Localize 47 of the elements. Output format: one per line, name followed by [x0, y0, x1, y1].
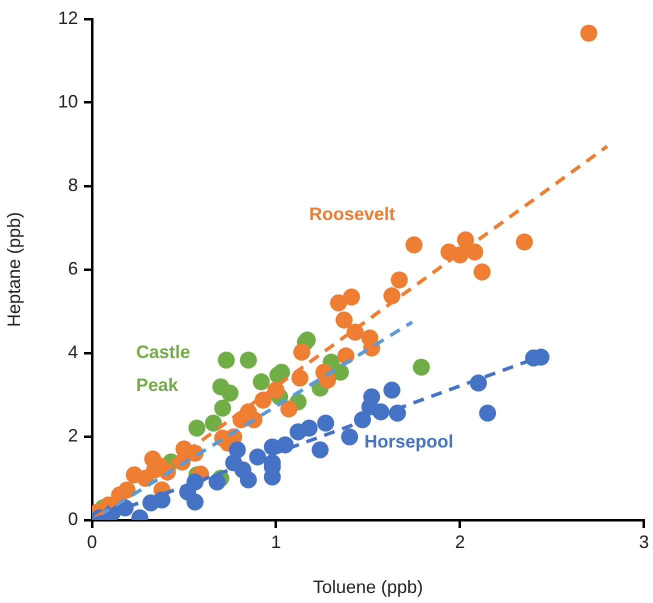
x-tick-label: 0 — [86, 532, 98, 552]
point — [240, 352, 257, 369]
x-axis-title: Toluene (ppb) — [312, 577, 424, 598]
point — [188, 420, 206, 437]
point — [580, 24, 598, 42]
point — [479, 404, 496, 422]
series-label: Roosevelt — [309, 204, 396, 224]
y-tick-label: 8 — [68, 174, 78, 195]
point — [290, 423, 307, 440]
point — [252, 373, 270, 390]
point — [341, 428, 358, 446]
y-tick-label: 6 — [68, 258, 78, 278]
point — [405, 236, 422, 254]
point — [240, 471, 257, 488]
series-label: Castle Peak — [136, 342, 190, 396]
y-tick-label: 12 — [58, 8, 78, 28]
point — [218, 352, 235, 369]
x-tick-label: 3 — [638, 532, 649, 552]
point — [208, 474, 226, 491]
x-tick-label: 2 — [454, 532, 466, 552]
point — [457, 231, 474, 248]
point — [204, 414, 222, 432]
y-tick-label: 0 — [68, 508, 78, 529]
point — [412, 358, 430, 376]
point — [293, 344, 310, 361]
point — [342, 288, 360, 306]
point — [126, 466, 143, 484]
point — [330, 294, 348, 312]
y-tick-label: 4 — [68, 342, 78, 362]
point — [336, 312, 353, 329]
y-axis-title: Heptane (ppb) — [4, 212, 24, 328]
point — [516, 233, 533, 250]
x-tick-label: 1 — [270, 532, 282, 552]
point — [312, 441, 329, 458]
point — [214, 400, 232, 417]
point — [222, 384, 238, 402]
point — [186, 494, 204, 511]
point — [474, 264, 491, 281]
point — [291, 370, 308, 387]
point — [390, 271, 408, 288]
point — [319, 372, 336, 389]
point — [383, 382, 400, 399]
point — [280, 400, 298, 418]
series-label: Horsepool — [364, 432, 454, 452]
y-tick-label: 2 — [68, 425, 78, 446]
y-tick-label: 10 — [58, 91, 78, 112]
point — [317, 414, 334, 432]
